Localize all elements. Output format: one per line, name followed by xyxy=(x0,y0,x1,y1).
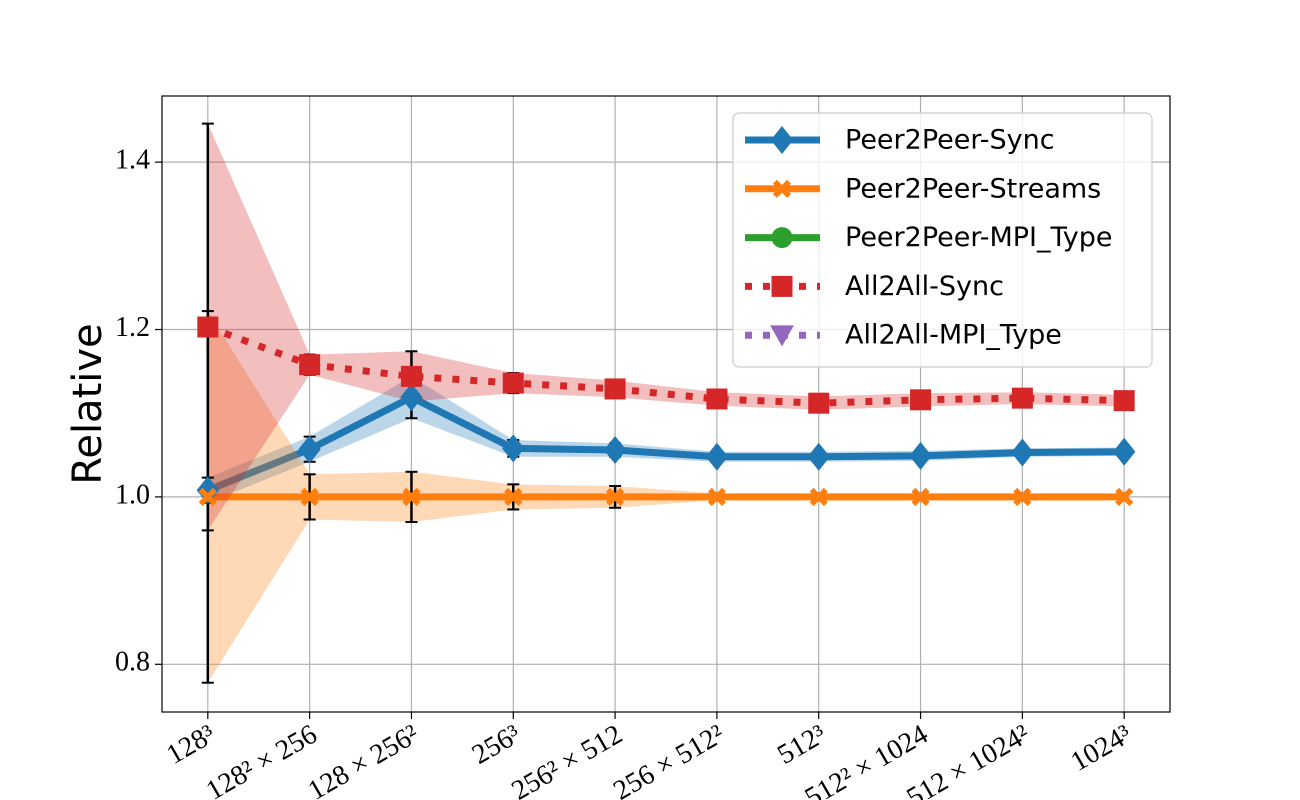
data-point xyxy=(299,354,321,376)
legend-box xyxy=(732,112,1153,368)
x-tick-label: 128 × 256² xyxy=(303,719,424,800)
legend-label: Peer2Peer-MPI_Type xyxy=(845,222,1113,253)
data-point xyxy=(1011,438,1034,467)
y-tick-label: 1.4 xyxy=(115,145,150,176)
data-point xyxy=(400,365,422,387)
data-point xyxy=(1013,487,1032,507)
y-tick-label: 1.2 xyxy=(115,312,150,343)
data-point xyxy=(809,487,828,507)
y-axis-label: Relative xyxy=(65,323,111,484)
data-point xyxy=(504,487,523,507)
x-tick-label: 256³ xyxy=(467,719,526,771)
data-point xyxy=(909,441,932,470)
data-point xyxy=(706,388,728,410)
legend-label: All2All-MPI_Type xyxy=(845,320,1062,351)
legend-label: All2All-Sync xyxy=(845,271,1004,302)
data-point xyxy=(705,442,729,471)
legend-marker xyxy=(771,227,793,249)
data-point xyxy=(808,392,830,414)
legend-marker xyxy=(770,126,794,154)
x-tick-label: 1024³ xyxy=(1066,719,1137,778)
plot-frame xyxy=(161,95,1171,713)
legend-label: Peer2Peer-Streams xyxy=(845,173,1101,204)
legend-label: Peer2Peer-Sync xyxy=(845,125,1055,156)
legend-marker xyxy=(771,275,793,297)
series-line xyxy=(206,393,1125,494)
data-point xyxy=(605,487,625,507)
data-point xyxy=(198,487,217,507)
y-tick-label: 1.0 xyxy=(115,479,150,510)
x-tick-label: 256 × 512² xyxy=(608,719,729,800)
data-point xyxy=(1112,437,1136,466)
data-point xyxy=(707,487,727,507)
data-point xyxy=(1011,387,1033,409)
legend-marker xyxy=(770,325,794,347)
x-tick-label: 128³ xyxy=(161,719,220,771)
data-point xyxy=(910,389,932,411)
data-point xyxy=(604,378,626,400)
data-point xyxy=(197,316,219,338)
data-point xyxy=(603,436,627,465)
data-point xyxy=(1113,390,1135,412)
plot xyxy=(196,122,1136,684)
data-point xyxy=(196,476,220,505)
y-tick-label: 0.8 xyxy=(115,647,150,678)
x-tick-label: 128² × 256 xyxy=(201,719,322,800)
data-point xyxy=(300,487,319,507)
data-point xyxy=(807,442,830,471)
data-point xyxy=(502,434,525,463)
data-point xyxy=(402,487,421,507)
data-point xyxy=(1115,487,1134,507)
legend-marker xyxy=(772,179,792,198)
data-point xyxy=(911,487,930,507)
data-point xyxy=(298,435,321,464)
x-tick-label: 256² × 512 xyxy=(506,719,627,800)
data-point xyxy=(400,383,423,412)
data-point xyxy=(502,372,524,394)
x-tick-label: 512³ xyxy=(772,719,831,771)
